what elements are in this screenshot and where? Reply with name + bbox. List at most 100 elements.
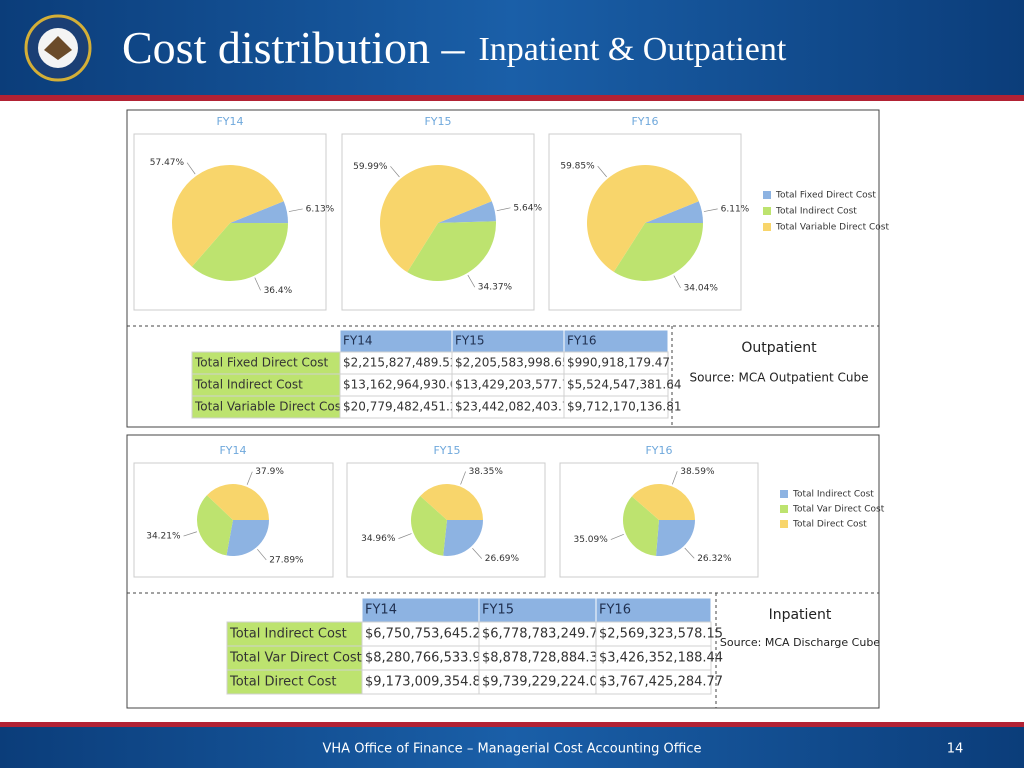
data-label: 34.96% [361,534,396,544]
cell-value: $9,712,170,136.81 [567,400,682,414]
table-cell [226,645,363,671]
cell-value: $990,918,179.47 [567,356,670,370]
cell-value: $13,429,203,577.78 [455,378,577,392]
data-label: 57.47% [150,158,185,168]
pie-slice [411,495,447,556]
row-label: Total Direct Cost [229,675,336,690]
cell-value: $2,569,323,578.15 [599,627,723,642]
data-label: 59.85% [560,162,595,172]
legend-swatch [763,207,771,215]
legend-label: Total Var Direct Cost [792,505,885,515]
outpatient-panel [126,109,880,428]
pie-title: FY14 [216,115,243,128]
pie-slice [656,520,695,557]
data-label: 34.04% [684,283,719,293]
pie-slice [438,201,496,223]
cell-value: $8,878,728,884.36 [482,651,606,666]
header-stripe [0,95,1024,101]
pie-slice [380,165,492,273]
pie-title: FY16 [645,444,672,457]
pie-slice [443,520,483,556]
table-source: Source: MCA Discharge Cube [720,636,880,649]
pie-slice [172,164,284,267]
leader-line [610,533,624,540]
table-source: Source: MCA Outpatient Cube [689,371,868,385]
pie-title: FY16 [631,115,658,128]
table-header: FY15 [455,334,485,348]
cell-value: $3,426,352,188.44 [599,651,723,666]
data-label: 38.35% [469,467,504,477]
data-label: 34.21% [146,532,181,542]
leader-line [673,275,681,289]
pie-frame [346,462,546,578]
table-header-cell [478,597,597,623]
data-label: 36.4% [264,286,293,296]
leader-line [257,548,267,561]
cell-value: $5,524,547,381.64 [567,378,682,392]
pie-frame [133,462,334,578]
pie-frame [133,133,327,311]
leader-line [684,547,695,559]
table-title: Inpatient [769,607,832,623]
inpatient-panel [126,434,880,709]
pie-frame [559,462,759,578]
table-header: FY16 [567,334,597,348]
title-main: Cost distribution – [122,22,465,73]
leader-line [186,162,196,175]
table-header: FY14 [343,334,373,348]
pie-slice [196,495,233,556]
legend-label: Total Direct Cost [792,520,867,530]
table-header-cell [361,597,480,623]
cell-value: $13,162,964,930.07 [343,378,465,392]
leader-line [288,208,303,212]
legend-swatch [780,490,788,498]
title-sub: Inpatient & Outpatient [478,31,786,68]
leader-line [246,471,253,485]
data-label: 26.69% [485,554,520,564]
pie-title: FY15 [424,115,451,128]
pie-frame [548,133,742,311]
leader-line [183,531,197,537]
legend-swatch [763,191,771,199]
legend-label: Total Fixed Direct Cost [775,191,876,201]
pie-slice [407,221,496,281]
pie-slice [420,483,483,520]
page-number: 14 [947,742,964,757]
pie-title: FY15 [433,444,460,457]
leader-line [467,274,476,288]
pie-frame [341,133,535,311]
cell-value: $8,280,766,533.94 [365,651,489,666]
pie-slice [613,222,703,281]
footer-band [0,727,1024,768]
leader-line [460,471,466,485]
table-header: FY15 [482,603,514,618]
leader-line [672,471,678,485]
legend-label: Total Variable Direct Cost [775,223,889,233]
cell-value: $2,205,583,998.65 [455,356,570,370]
data-label: 27.89% [269,555,304,565]
row-label: Total Indirect Cost [229,627,347,642]
leader-line [703,208,718,212]
header-band [0,0,1024,95]
data-label: 6.11% [721,204,750,214]
footer-text: VHA Office of Finance – Managerial Cost … [323,742,702,757]
table-cell [361,669,480,695]
table-header: FY16 [599,603,631,618]
table-cell [478,645,597,671]
pie-slice [226,520,269,556]
pie-slice [645,201,703,223]
legend-label: Total Indirect Cost [792,490,874,500]
table-cell [595,645,712,671]
leader-line [472,548,483,559]
legend-swatch [780,505,788,513]
data-label: 35.09% [573,535,608,545]
table-header: FY14 [365,603,397,618]
logo-eagle [44,36,72,60]
cell-value: $6,778,783,249.79 [482,627,606,642]
row-label: Total Indirect Cost [194,378,303,392]
legend-swatch [780,520,788,528]
legend-swatch [763,223,771,231]
leader-line [390,166,400,178]
